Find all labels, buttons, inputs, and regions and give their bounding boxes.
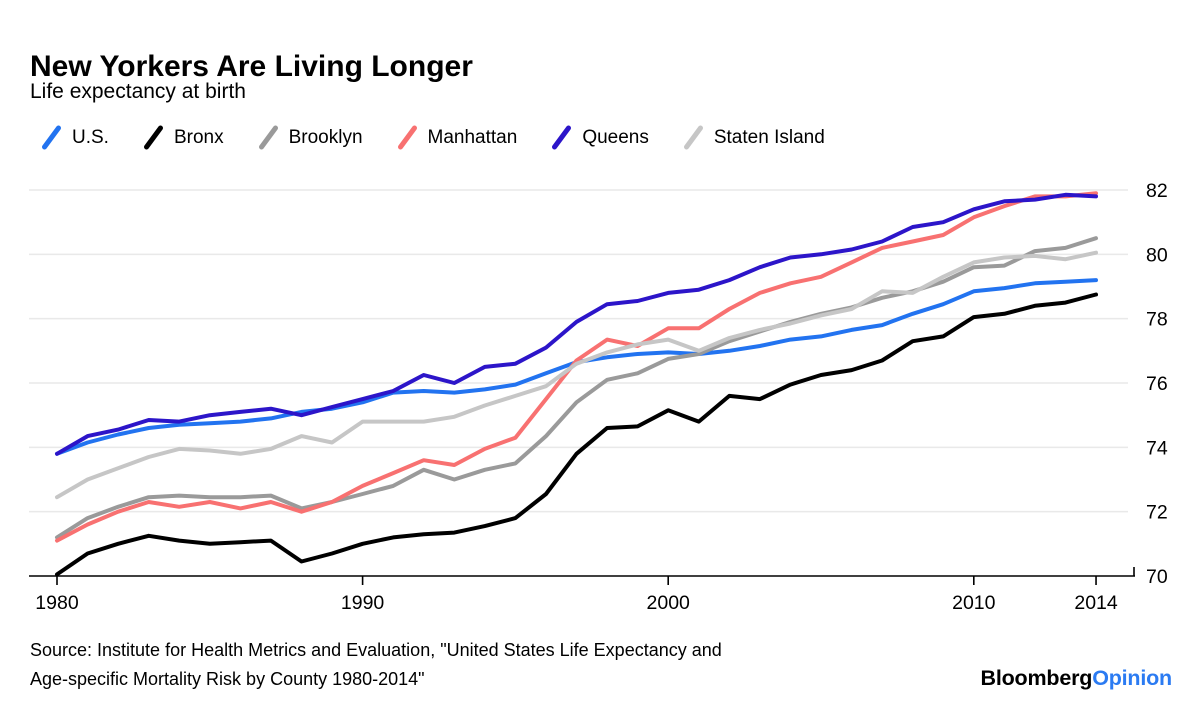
x-tick-label-2014: 2014 xyxy=(1074,592,1118,614)
x-tick-label-1990: 1990 xyxy=(341,592,385,614)
series-line-brooklyn xyxy=(55,236,1098,540)
legend-item-manhattan: Manhattan xyxy=(396,124,518,151)
legend-item-u-s: U.S. xyxy=(40,124,109,151)
legend-swatch-icon-staten-island xyxy=(683,125,703,150)
legend-swatch-icon-queens xyxy=(552,125,572,150)
legend-label: Manhattan xyxy=(427,126,518,148)
source-line-2: Age-specific Mortality Risk by County 19… xyxy=(30,669,425,689)
legend-label: Brooklyn xyxy=(288,126,363,148)
x-tick-label-2010: 2010 xyxy=(952,592,996,614)
legend-item-queens: Queens xyxy=(550,124,649,151)
legend-label: Queens xyxy=(582,126,649,148)
y-tick-label-76: 76 xyxy=(1146,373,1168,395)
series-line-manhattan xyxy=(55,191,1098,543)
legend-item-brooklyn: Brooklyn xyxy=(257,124,363,151)
y-tick-label-70: 70 xyxy=(1146,566,1168,588)
legend-label: Staten Island xyxy=(713,126,825,148)
series-line-u-s xyxy=(55,278,1098,456)
x-tick-label-2000: 2000 xyxy=(647,592,691,614)
legend: U.S. Bronx Brooklyn Manhattan Queens Staten I… xyxy=(40,124,825,151)
legend-label: Bronx xyxy=(173,126,224,148)
logo-bloomberg: Bloomberg xyxy=(980,666,1093,690)
source-note: Source: Institute for Health Metrics and… xyxy=(30,636,970,694)
legend-swatch-icon-brooklyn xyxy=(258,125,278,150)
y-tick-label-78: 78 xyxy=(1146,309,1168,331)
legend-item-bronx: Bronx xyxy=(142,124,224,151)
logo-opinion: Opinion xyxy=(1092,666,1172,690)
legend-swatch-icon-u-s xyxy=(42,125,61,150)
series-line-queens xyxy=(55,192,1098,456)
y-tick-label-74: 74 xyxy=(1146,437,1168,459)
legend-swatch-icon-manhattan xyxy=(397,125,417,150)
bloomberg-opinion-logo: BloombergOpinion xyxy=(981,666,1173,691)
y-tick-label-72: 72 xyxy=(1146,502,1168,524)
y-tick-label-80: 80 xyxy=(1146,244,1168,266)
legend-swatch-icon-bronx xyxy=(143,125,163,150)
legend-label: U.S. xyxy=(72,126,109,148)
legend-item-staten-island: Staten Island xyxy=(682,124,825,151)
series-line-staten-island xyxy=(55,250,1098,500)
chart-subtitle: Life expectancy at birth xyxy=(30,80,246,103)
y-tick-label-82: 82 xyxy=(1146,180,1168,202)
page-title: New Yorkers Are Living Longer xyxy=(30,50,473,84)
x-tick-label-1980: 1980 xyxy=(35,592,79,614)
source-line-1: Source: Institute for Health Metrics and… xyxy=(30,640,722,660)
series-line-bronx xyxy=(55,292,1098,577)
